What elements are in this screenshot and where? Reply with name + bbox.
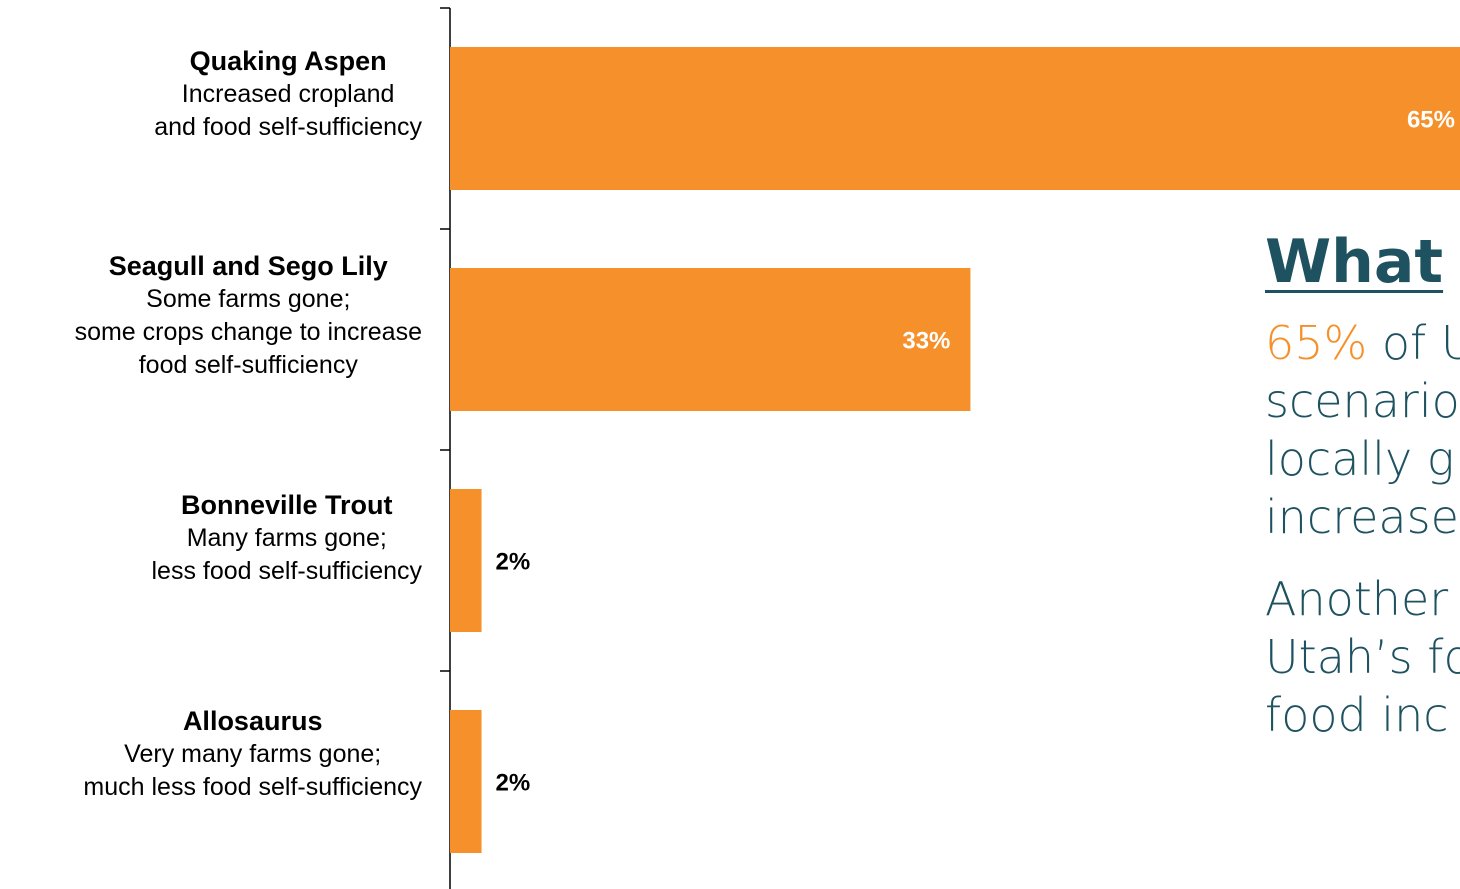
value-label-2: 33% xyxy=(902,328,950,355)
category-name: Quaking Aspen xyxy=(189,46,387,76)
category-name: Bonneville Trout xyxy=(180,490,393,520)
side-paragraph-line: Utah’s fo xyxy=(1265,630,1460,684)
category-label-quaking-aspen: Quaking Aspen Increased cropland and foo… xyxy=(154,44,422,144)
category-label-seagull-sego-lily: Seagull and Sego Lily Some farms gone; s… xyxy=(75,249,422,382)
side-heading: What xyxy=(1265,227,1444,297)
category-description-line: Some farms gone; xyxy=(146,285,351,313)
category-description-line: Many farms gone; xyxy=(186,524,387,552)
category-name: Seagull and Sego Lily xyxy=(108,251,388,281)
side-paragraph-2: Another Utah’s fo food inc xyxy=(1265,570,1460,744)
bar-4 xyxy=(450,710,482,853)
category-description-line: food self-sufficiency xyxy=(138,351,358,379)
bar-1 xyxy=(450,47,1460,190)
category-description-line: Increased cropland xyxy=(181,80,395,108)
side-text-fragment: of U xyxy=(1381,316,1460,370)
side-paragraph-line: food inc xyxy=(1265,688,1449,742)
category-description-line: much less food self-sufficiency xyxy=(83,773,422,801)
category-description-line: Very many farms gone; xyxy=(124,740,382,768)
category-description-line: less food self-sufficiency xyxy=(151,557,423,585)
value-label-3: 2% xyxy=(496,549,531,576)
side-paragraph-line: scenario xyxy=(1265,374,1460,428)
side-paragraph-line: locally g xyxy=(1265,432,1455,486)
category-label-bonneville-trout: Bonneville Trout Many farms gone; less f… xyxy=(152,488,423,588)
category-description-line: and food self-sufficiency xyxy=(154,113,422,141)
category-name: Allosaurus xyxy=(182,706,323,736)
bar-2 xyxy=(450,268,971,411)
highlight-percent: 65% xyxy=(1265,316,1368,370)
value-label-1: 65% xyxy=(1407,107,1455,134)
category-label-allosaurus: Allosaurus Very many farms gone; much le… xyxy=(83,704,422,804)
side-paragraph-line: 65% of U xyxy=(1265,314,1460,372)
category-description-line: some crops change to increase xyxy=(74,318,422,346)
side-paragraph-line: increase xyxy=(1265,490,1459,544)
side-paragraph-line: Another xyxy=(1265,572,1449,626)
side-panel: What 65% of U scenario locally g increas… xyxy=(1265,220,1460,744)
value-label-4: 2% xyxy=(496,770,531,797)
bar-3 xyxy=(450,489,482,632)
side-paragraph-1: 65% of U scenario locally g increase xyxy=(1265,314,1460,546)
